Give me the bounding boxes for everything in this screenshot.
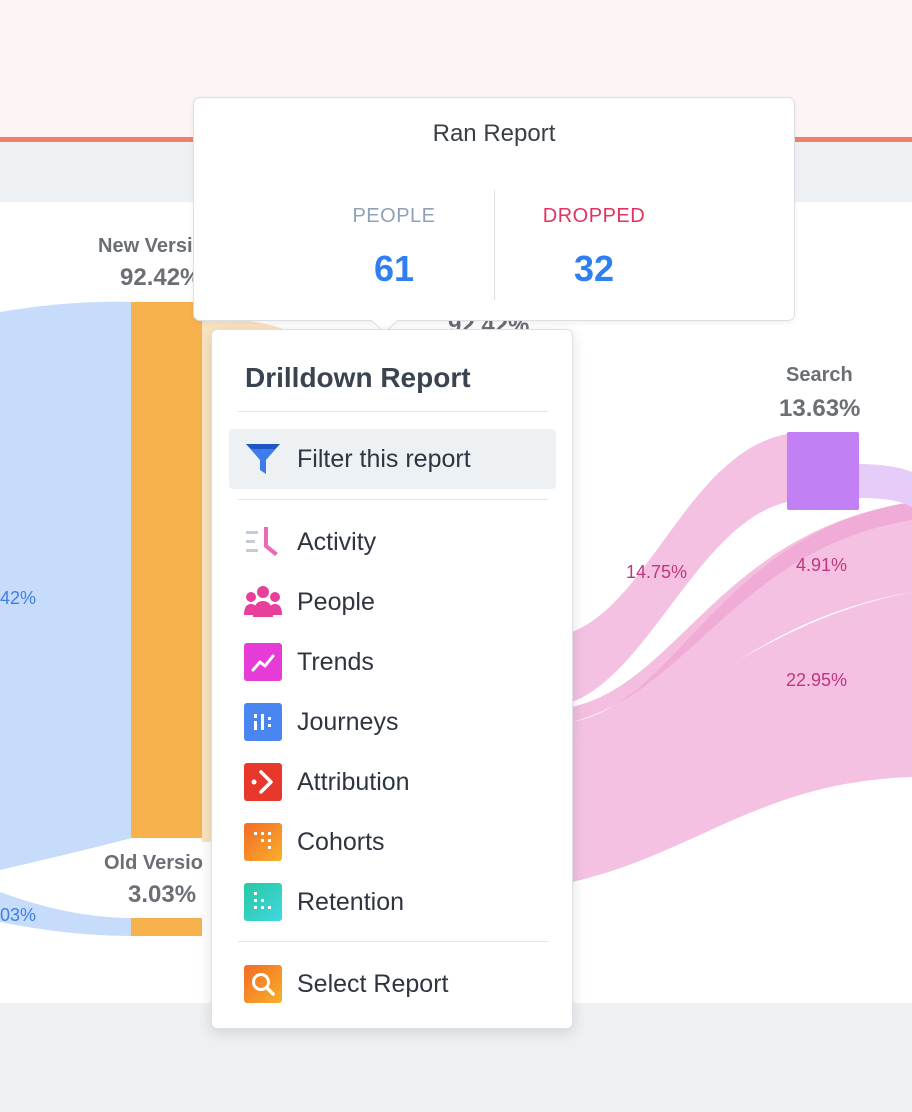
attribution-icon	[244, 763, 282, 801]
cohorts-icon	[244, 823, 282, 861]
select-report-label: Select Report	[297, 970, 449, 998]
flow-pct-3: 22.95%	[786, 670, 848, 690]
menu-item-label: Cohorts	[297, 828, 385, 856]
menu-item-attribution[interactable]: Attribution	[229, 752, 556, 812]
select-report-item[interactable]: Select Report	[229, 954, 556, 1014]
menu-item-journeys[interactable]: Journeys	[229, 692, 556, 752]
retention-icon	[244, 883, 282, 921]
blue-flow-old[interactable]	[0, 892, 132, 936]
pink-flow-upper	[572, 502, 912, 722]
dropped-stat-label: DROPPED	[542, 205, 646, 227]
menu-item-label: Attribution	[297, 768, 410, 796]
node-search[interactable]	[787, 432, 859, 510]
menu-item-trends[interactable]: Trends	[229, 632, 556, 692]
menu-item-label: Retention	[297, 888, 405, 916]
menu-item-cohorts[interactable]: Cohorts	[229, 812, 556, 872]
node-new-version-label: New Versi	[98, 235, 193, 257]
filter-report-label: Filter this report	[297, 445, 471, 473]
tooltip-title: Ran Report	[432, 120, 556, 147]
node-search-label: Search	[786, 364, 853, 386]
menu-divider	[238, 411, 548, 412]
node-old-version[interactable]	[131, 918, 202, 936]
drilldown-menu: Drilldown Report Filter this report Acti…	[211, 329, 573, 1029]
menu-item-retention[interactable]: Retention	[229, 872, 556, 932]
dropped-stat-value: 32	[573, 248, 615, 289]
node-new-version[interactable]	[131, 302, 202, 838]
flow-pct-2: 4.91%	[796, 555, 848, 575]
node-old-version-label: Old Versio	[104, 852, 203, 874]
menu-item-label: Activity	[297, 528, 377, 556]
filter-report-item[interactable]: Filter this report	[229, 429, 556, 489]
blue-flow-main[interactable]	[0, 301, 132, 870]
pink-flow-search[interactable]	[572, 434, 787, 702]
journeys-icon	[244, 703, 282, 741]
menu-divider	[238, 941, 548, 942]
menu-item-label: People	[297, 588, 375, 616]
tooltip-divider	[494, 190, 495, 300]
filter-icon	[244, 440, 282, 478]
menu-item-people[interactable]: People	[229, 572, 556, 632]
ran-report-tooltip: Ran Report PEOPLE 61 DROPPED 32	[193, 97, 795, 334]
blue-flow-old-pct: 03%	[0, 905, 37, 925]
menu-item-activity[interactable]: Activity	[229, 512, 556, 572]
menu-divider	[238, 499, 548, 500]
blue-flow-pct: 42%	[0, 588, 37, 608]
pink-flow-mid[interactable]	[572, 502, 912, 742]
node-old-version-pct: 3.03%	[128, 881, 197, 908]
flow-pct-1: 14.75%	[626, 562, 688, 582]
people-stat-label: PEOPLE	[352, 205, 436, 227]
trends-icon	[244, 643, 282, 681]
purple-flow	[859, 464, 912, 507]
pink-flow-large[interactable]	[572, 592, 912, 882]
node-new-version-pct: 92.42%	[120, 264, 202, 291]
search-report-icon	[244, 965, 282, 1003]
people-stat-value: 61	[373, 248, 415, 289]
activity-icon	[244, 523, 282, 561]
menu-item-label: Trends	[297, 648, 374, 676]
menu-title: Drilldown Report	[245, 362, 471, 393]
people-icon	[244, 583, 282, 621]
node-search-pct: 13.63%	[779, 395, 861, 422]
menu-item-label: Journeys	[297, 708, 399, 736]
